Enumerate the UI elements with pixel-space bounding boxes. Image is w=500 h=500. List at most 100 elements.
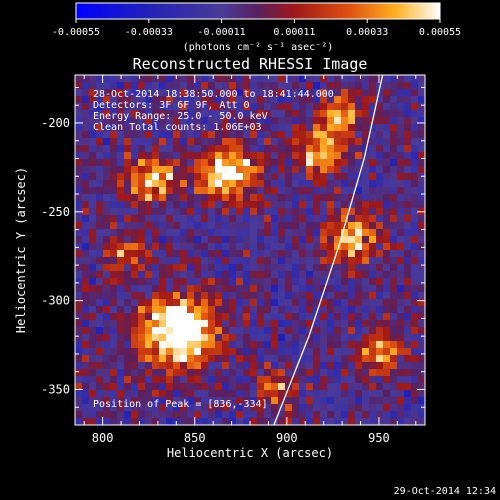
heatmap-pixel bbox=[355, 117, 363, 125]
heatmap-pixel bbox=[411, 110, 419, 118]
heatmap-pixel bbox=[299, 327, 307, 335]
heatmap-pixel bbox=[292, 320, 300, 328]
heatmap-pixel bbox=[292, 208, 300, 216]
heatmap-pixel bbox=[96, 390, 104, 398]
heatmap-pixel bbox=[404, 327, 412, 335]
heatmap-pixel bbox=[418, 348, 425, 356]
heatmap-pixel bbox=[306, 257, 314, 265]
heatmap-pixel bbox=[89, 187, 97, 195]
heatmap-pixel bbox=[124, 341, 132, 349]
heatmap-pixel bbox=[96, 348, 104, 356]
heatmap-pixel bbox=[187, 180, 195, 188]
heatmap-pixel bbox=[271, 292, 279, 300]
colorbar-tick-label: 0.00055 bbox=[419, 27, 461, 38]
heatmap-pixel bbox=[285, 236, 293, 244]
heatmap-pixel bbox=[110, 145, 118, 153]
heatmap-pixel bbox=[82, 285, 90, 293]
heatmap-pixel bbox=[257, 103, 265, 111]
heatmap-pixel bbox=[278, 418, 286, 425]
heatmap-pixel bbox=[89, 376, 97, 384]
heatmap-pixel bbox=[306, 355, 314, 363]
heatmap-pixel bbox=[145, 89, 153, 97]
heatmap-pixel bbox=[194, 397, 202, 405]
heatmap-pixel bbox=[243, 187, 251, 195]
heatmap-pixel bbox=[187, 187, 195, 195]
heatmap-pixel bbox=[82, 229, 90, 237]
heatmap-pixel bbox=[355, 306, 363, 314]
heatmap-pixel bbox=[89, 362, 97, 370]
heatmap-pixel bbox=[89, 152, 97, 160]
heatmap-pixel bbox=[390, 96, 398, 104]
heatmap-pixel bbox=[271, 404, 279, 412]
heatmap-pixel bbox=[404, 369, 412, 377]
heatmap-pixel bbox=[264, 292, 272, 300]
heatmap-pixel bbox=[243, 271, 251, 279]
heatmap-pixel bbox=[362, 173, 370, 181]
heatmap-pixel bbox=[418, 201, 425, 209]
heatmap-pixel bbox=[180, 306, 188, 314]
heatmap-pixel bbox=[390, 334, 398, 342]
heatmap-pixel bbox=[271, 390, 279, 398]
heatmap-pixel bbox=[110, 180, 118, 188]
heatmap-pixel bbox=[124, 75, 132, 83]
heatmap-pixel bbox=[89, 215, 97, 223]
heatmap-pixel bbox=[145, 117, 153, 125]
heatmap-pixel bbox=[180, 187, 188, 195]
heatmap-pixel bbox=[348, 250, 356, 258]
heatmap-pixel bbox=[418, 327, 425, 335]
heatmap-pixel bbox=[187, 159, 195, 167]
heatmap-pixel bbox=[320, 341, 328, 349]
heatmap-pixel bbox=[173, 124, 181, 132]
heatmap-pixel bbox=[117, 103, 125, 111]
heatmap-pixel bbox=[418, 75, 425, 83]
heatmap-pixel bbox=[285, 201, 293, 209]
heatmap-pixel bbox=[96, 341, 104, 349]
heatmap-pixel bbox=[215, 194, 223, 202]
heatmap-pixel bbox=[124, 411, 132, 419]
heatmap-pixel bbox=[96, 82, 104, 90]
heatmap-pixel bbox=[236, 404, 244, 412]
heatmap-pixel bbox=[194, 292, 202, 300]
heatmap-pixel bbox=[82, 215, 90, 223]
heatmap-pixel bbox=[404, 166, 412, 174]
heatmap-pixel bbox=[117, 348, 125, 356]
heatmap-pixel bbox=[264, 236, 272, 244]
heatmap-pixel bbox=[341, 299, 349, 307]
heatmap-pixel bbox=[145, 306, 153, 314]
heatmap-pixel bbox=[152, 124, 160, 132]
heatmap-pixel bbox=[152, 376, 160, 384]
heatmap-pixel bbox=[292, 138, 300, 146]
heatmap-pixel bbox=[236, 82, 244, 90]
heatmap-pixel bbox=[369, 215, 377, 223]
heatmap-pixel bbox=[229, 201, 237, 209]
heatmap-pixel bbox=[117, 257, 125, 265]
heatmap-pixel bbox=[117, 299, 125, 307]
heatmap-pixel bbox=[117, 222, 125, 230]
heatmap-pixel bbox=[75, 355, 83, 363]
heatmap-pixel bbox=[180, 222, 188, 230]
heatmap-pixel bbox=[201, 411, 209, 419]
heatmap-pixel bbox=[194, 138, 202, 146]
heatmap-pixel bbox=[320, 334, 328, 342]
heatmap-pixel bbox=[194, 404, 202, 412]
heatmap-pixel bbox=[355, 327, 363, 335]
heatmap-pixel bbox=[404, 159, 412, 167]
heatmap-pixel bbox=[306, 313, 314, 321]
heatmap-pixel bbox=[201, 369, 209, 377]
heatmap-pixel bbox=[208, 82, 216, 90]
heatmap-pixel bbox=[145, 285, 153, 293]
heatmap-pixel bbox=[404, 271, 412, 279]
heatmap-pixel bbox=[327, 376, 335, 384]
heatmap-pixel bbox=[397, 376, 405, 384]
heatmap-pixel bbox=[299, 278, 307, 286]
heatmap-pixel bbox=[355, 299, 363, 307]
heatmap-pixel bbox=[383, 110, 391, 118]
heatmap-pixel bbox=[292, 418, 300, 425]
heatmap-pixel bbox=[201, 131, 209, 139]
heatmap-pixel bbox=[257, 145, 265, 153]
heatmap-pixel bbox=[411, 285, 419, 293]
heatmap-pixel bbox=[243, 145, 251, 153]
heatmap-pixel bbox=[243, 418, 251, 425]
heatmap-pixel bbox=[390, 243, 398, 251]
heatmap-pixel bbox=[124, 89, 132, 97]
